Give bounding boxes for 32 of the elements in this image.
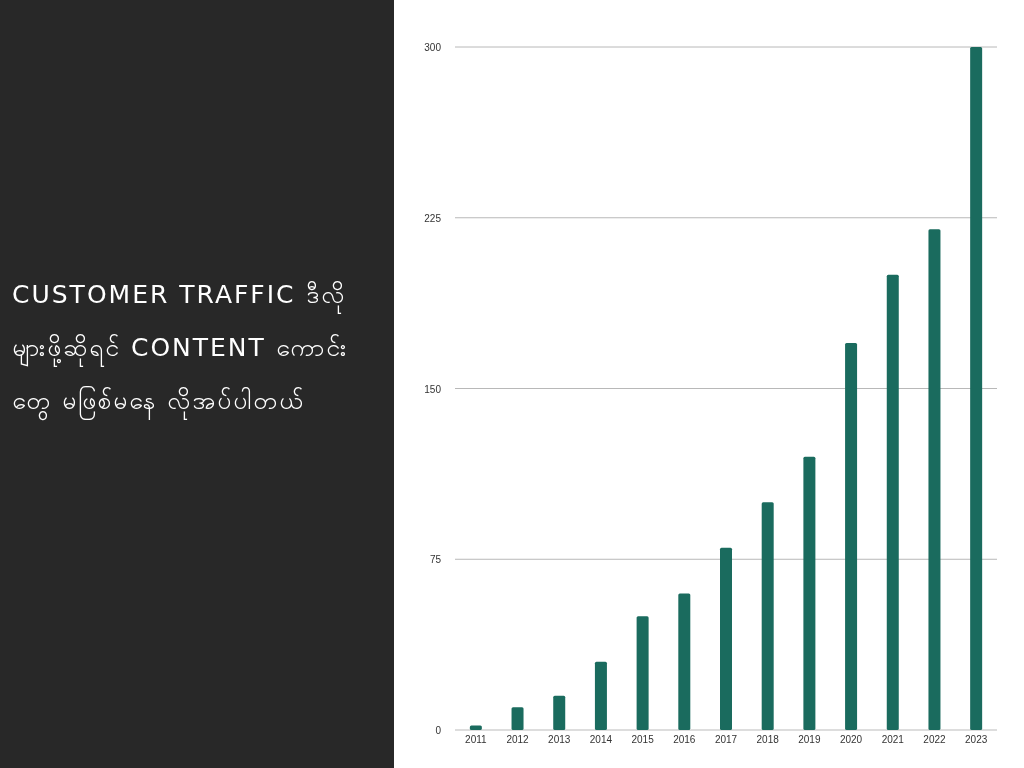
x-tick-label: 2019 [798,734,821,745]
bar [511,707,524,730]
x-tick-label: 2021 [881,734,905,745]
bar [469,725,482,730]
bar [845,342,858,730]
x-tick-label: 2016 [673,734,696,745]
bar [636,616,649,730]
x-tick-label: 2022 [923,734,947,745]
bar [803,456,816,730]
bar [594,661,607,730]
bar [553,695,566,730]
x-tick-label: 2013 [548,734,571,745]
x-tick-label: 2014 [589,734,613,745]
y-tick-label: 300 [424,42,442,53]
bar [761,502,774,730]
y-tick-label: 0 [435,725,442,736]
text: CUSTOMER TRAFFIC ဒီလိုများဖို့ဆိုရင် CONTENT ကောင်းတွေ မဖြစ်မနေ လိုအပ်ပါတယ် [12,279,349,423]
x-tick-label: 2020 [839,734,863,745]
bar [720,547,732,730]
x-tick-label: 2018 [756,734,780,745]
y-tick-label: 150 [424,383,442,395]
y-tick-label: 225 [424,212,442,224]
x-tick-label: 2017 [714,734,738,745]
bar [678,593,691,730]
bar [970,47,983,730]
x-tick-label: 2015 [631,734,655,745]
bar [886,274,899,730]
bar [928,229,941,730]
x-tick-label: 2011 [465,734,488,745]
y-tick-label: 75 [429,554,442,566]
x-tick-label: 2023 [965,734,988,745]
x-tick-label: 2012 [506,734,530,745]
